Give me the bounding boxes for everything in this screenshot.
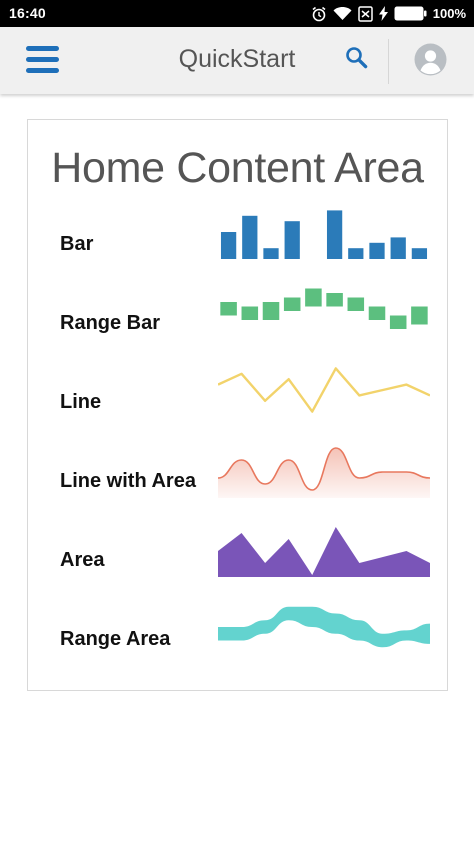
bar-mark: [284, 221, 300, 259]
line-sparkline: [218, 367, 430, 413]
bar-mark: [411, 248, 428, 259]
home-content-card: Home Content Area Bar Range Bar Line Lin…: [27, 119, 448, 691]
content-title: Home Content Area: [51, 144, 424, 192]
line-series: [218, 367, 430, 413]
area-sparkline: [218, 527, 430, 577]
bar-mark: [263, 248, 279, 259]
area-series: [218, 527, 430, 577]
app-bar: QuickStart: [0, 27, 474, 94]
range-bar-mark: [411, 306, 428, 325]
range-area-sparkline: [218, 606, 430, 648]
range-bar-mark: [368, 306, 386, 320]
range-bar-mark: [262, 302, 280, 320]
avatar-icon[interactable]: [414, 43, 447, 76]
range-bar-mark: [347, 297, 365, 311]
hamburger-menu-icon[interactable]: [24, 44, 62, 76]
alarm-icon: [311, 6, 327, 22]
app-bar-divider: [388, 39, 389, 84]
range-bar-mark: [389, 315, 407, 329]
row-label-line: Line: [60, 391, 102, 413]
status-bar: 16:40 100%: [0, 0, 474, 27]
row-label-bar: Bar: [60, 233, 94, 255]
battery-icon: [394, 6, 427, 21]
row-label-line-with-area: Line with Area: [60, 470, 196, 492]
range-bar-mark: [220, 302, 237, 316]
bar-mark: [220, 232, 237, 259]
range-bar-sparkline: [220, 288, 428, 329]
row-label-range-bar: Range Bar: [60, 312, 161, 334]
line-with-area-sparkline: [218, 447, 430, 498]
status-time: 16:40: [9, 5, 46, 21]
line-area-fill: [218, 448, 430, 498]
range-bar-mark: [283, 297, 301, 311]
app-title: QuickStart: [178, 45, 296, 73]
charging-icon: [378, 6, 388, 21]
bar-mark: [390, 237, 406, 259]
range-bar-mark: [241, 306, 259, 320]
battery-percent: 100%: [432, 6, 466, 21]
line-area-series: [218, 447, 430, 491]
range-area-series: [218, 606, 430, 648]
status-icons: 100%: [311, 4, 466, 23]
no-sim-icon: [358, 5, 373, 22]
wifi-icon: [333, 6, 352, 21]
range-bar-mark: [326, 293, 343, 307]
row-label-area: Area: [60, 549, 105, 571]
bar-mark: [348, 248, 364, 259]
range-bar-mark: [305, 288, 322, 307]
bar-mark: [242, 215, 258, 259]
search-icon[interactable]: [343, 44, 373, 74]
bar-mark: [369, 242, 385, 259]
row-label-range-area: Range Area: [60, 628, 171, 650]
bar-mark: [326, 210, 343, 259]
bar-sparkline: [220, 210, 428, 259]
